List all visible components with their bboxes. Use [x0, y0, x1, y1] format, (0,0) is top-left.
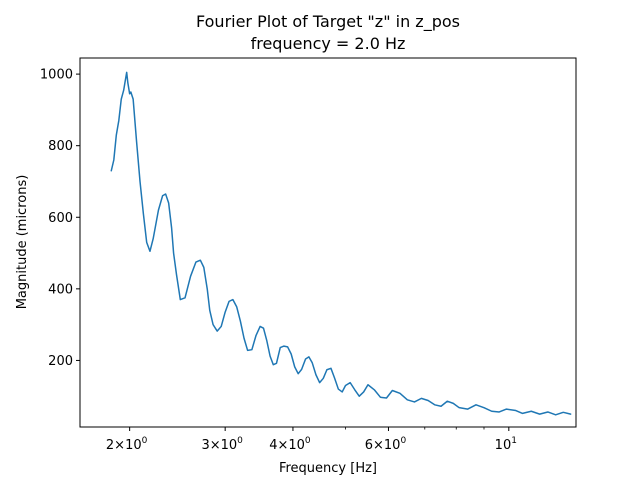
- x-tick-label: 4×100: [269, 436, 311, 453]
- y-tick-label: 600: [48, 211, 73, 226]
- y-tick-label: 400: [48, 282, 73, 297]
- y-axis-label: Magnitude (microns): [15, 175, 30, 310]
- y-tick-label: 800: [48, 139, 73, 154]
- x-axis-label: Frequency [Hz]: [279, 461, 377, 476]
- y-axis-ticks: 200 400 600 800 1000: [40, 68, 80, 369]
- series-line-magnitude: [110, 71, 572, 416]
- chart-title-line2: frequency = 2.0 Hz: [251, 34, 406, 53]
- chart-title-line1: Fourier Plot of Target "z" in z_pos: [196, 12, 460, 32]
- x-axis-ticks: 2×100 3×100 4×100 6×100 101: [106, 427, 517, 453]
- y-tick-label: 1000: [40, 68, 73, 83]
- series-layer: [110, 71, 572, 416]
- x-tick-label: 6×100: [365, 436, 407, 453]
- axes-frame: [79, 57, 577, 428]
- x-tick-label: 2×100: [106, 436, 148, 453]
- x-tick-label: 3×100: [201, 436, 243, 453]
- y-tick-label: 200: [48, 354, 73, 369]
- x-tick-label: 101: [495, 436, 517, 453]
- plot-background: [80, 58, 576, 427]
- plot-area: [80, 58, 576, 427]
